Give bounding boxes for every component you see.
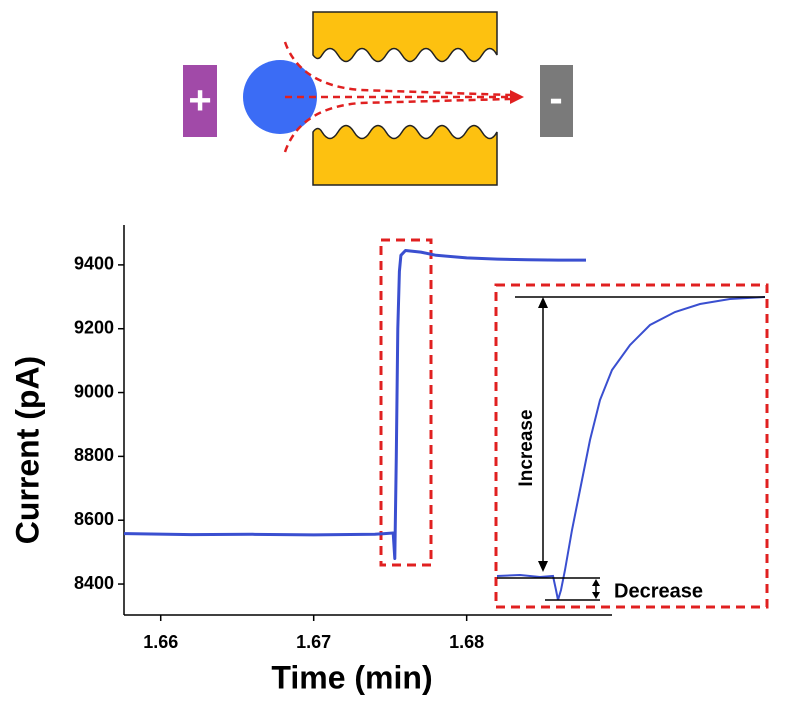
x-axis-label: Time (min) <box>271 659 432 695</box>
y-tick-label: 9400 <box>74 254 114 274</box>
pore-top <box>312 11 498 63</box>
y-axis-label: Current (pA) <box>9 356 45 544</box>
positive-electrode <box>183 65 217 137</box>
y-tick-label: 9200 <box>74 317 114 337</box>
current-trace <box>123 249 586 560</box>
y-tick-label: 8800 <box>74 445 114 465</box>
negative-label: - <box>549 77 562 121</box>
y-tick-label: 8400 <box>74 573 114 593</box>
schematic: + - <box>183 11 573 186</box>
inset-guides <box>497 296 765 601</box>
x-tick-label: 1.66 <box>143 632 178 652</box>
x-tick-label: 1.67 <box>296 632 331 652</box>
inset: Increase Decrease <box>494 283 769 609</box>
particle <box>243 60 317 134</box>
inset-trace <box>496 296 766 601</box>
negative-electrode <box>540 65 573 137</box>
pore-bottom <box>312 124 498 186</box>
inset-box <box>494 283 769 609</box>
x-tick-label: 1.68 <box>449 632 484 652</box>
inset-arrows <box>538 297 600 599</box>
increase-label: Increase <box>516 409 537 486</box>
highlight-box <box>379 238 433 567</box>
flow-arrow <box>510 90 524 104</box>
flow-lines <box>283 41 511 153</box>
decrease-label: Decrease <box>614 580 703 602</box>
positive-label: + <box>188 79 211 123</box>
y-tick-label: 8600 <box>74 509 114 529</box>
y-tick-label: 9000 <box>74 381 114 401</box>
